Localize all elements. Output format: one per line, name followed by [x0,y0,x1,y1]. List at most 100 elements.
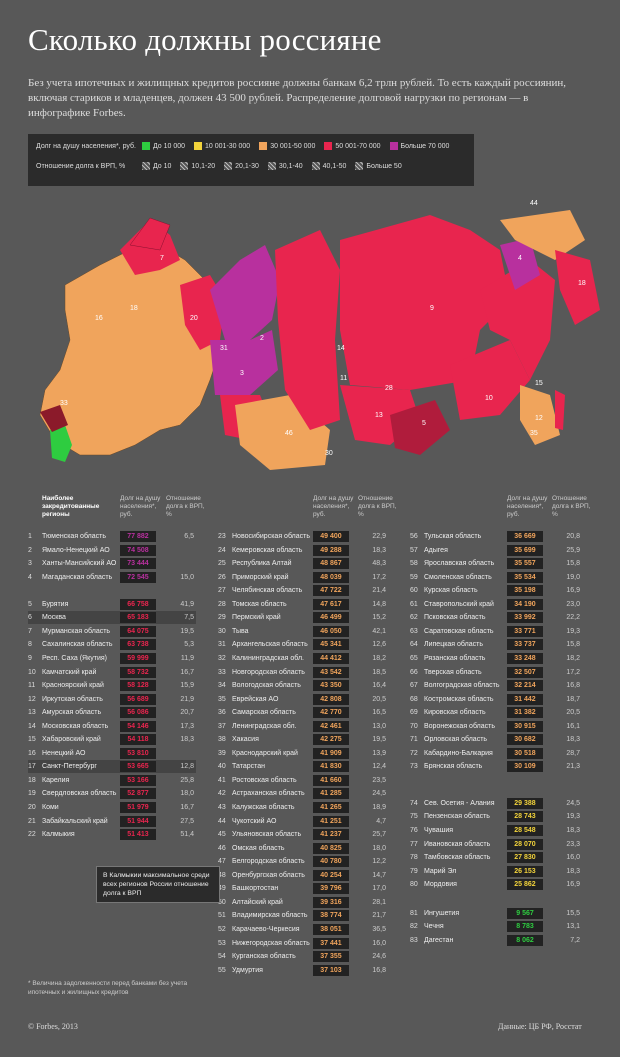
debt-value: 64 075 [120,625,156,637]
header-ratio-3: Отношение долга к ВРП, % [552,495,591,518]
ratio-value: 11,9 [180,654,194,662]
debt-value: 9 567 [507,907,543,919]
table-row: 31 Архангельская область 45 341 12,6 [218,638,388,651]
debt-value: 41 237 [313,829,349,841]
row-number: 82 [410,923,418,931]
map-region-number: 7 [160,255,164,262]
map-buryatia [390,400,450,455]
row-number: 36 [218,709,226,717]
region-name: Саратовская область [424,627,494,635]
row-number: 83 [410,936,418,944]
ratio-value: 25,8 [180,776,194,784]
debt-value: 31 382 [507,707,543,719]
row-number: 21 [28,817,36,825]
ratio-value: 18,0 [372,844,386,852]
table-row: 39 Краснодарский край 41 909 13,9 [218,747,388,760]
region-name: Курская область [424,587,478,595]
row-number: 13 [28,709,36,717]
table-row: 19 Свердловская область 52 877 18,0 [28,787,196,800]
row-number: 4 [28,573,32,581]
table-row: 78 Тамбовская область 27 830 16,0 [410,851,582,864]
region-name: Башкортостан [232,885,279,893]
region-name: Краснодарский край [232,749,298,757]
ratio-value: 5,3 [184,641,194,649]
region-name: Кировская область [424,709,486,717]
row-number: 72 [410,749,418,757]
row-number: 66 [410,668,418,676]
ratio-value: 21,4 [372,587,386,595]
ratio-value: 4,7 [376,817,386,825]
debt-value: 58 732 [120,666,156,678]
region-name: Рязанская область [424,654,486,662]
debt-value: 30 109 [507,761,543,773]
table-row: 44 Чукотский АО 41 251 4,7 [218,815,388,828]
row-number: 8 [28,641,32,649]
legend-label: 10,1-20 [191,162,216,170]
ratio-value: 21,7 [372,912,386,920]
table-row: 77 Ивановская область 28 070 23,3 [410,838,582,851]
row-number: 35 [218,695,226,703]
table-row: 15 Хабаровский край 54 118 18,3 [28,733,196,746]
region-name: Кемеровская область [232,546,303,554]
region-name: Пензенская область [424,813,490,821]
map-region-number: 3 [240,370,244,377]
debt-value: 8 783 [507,921,543,933]
header-regions: Наиболее закредитованные регионы [42,495,100,518]
region-name: Москва [42,614,66,622]
legend-ratio-item: 10,1-20 [180,162,215,170]
region-name: Бурятия [42,600,69,608]
ratio-value: 18,3 [566,867,580,875]
row-number: 65 [410,654,418,662]
debt-value: 77 882 [120,531,156,542]
ratio-value: 17,2 [372,573,386,581]
legend-label: Больше 70 000 [400,142,450,150]
legend-swatch [194,142,203,150]
row-number: 56 [410,533,418,540]
region-name: Камчатский край [42,668,97,676]
map-sakhalin [555,390,565,430]
map-region-number: 11 [340,375,347,382]
table-row: 27 Челябинская область 47 722 21,4 [218,584,388,597]
debt-value: 38 774 [313,910,349,922]
legend-hatch-swatch [355,162,364,170]
debt-value: 59 999 [120,652,156,664]
ratio-value: 18,7 [566,695,580,703]
debt-value: 73 444 [120,558,156,570]
region-name: Нижегородская область [232,939,310,947]
ratio-value: 23,3 [566,840,580,848]
copyright: © Forbes, 2013 [28,1022,78,1031]
ratio-value: 19,5 [180,627,194,635]
debt-value: 58 128 [120,680,156,692]
table-row: 73 Брянская область 30 109 21,3 [410,760,582,773]
legend-label: 50 001-70 000 [335,142,381,150]
debt-value: 56 689 [120,693,156,705]
row-number: 79 [410,867,418,875]
region-name: Чувашия [424,827,454,835]
debt-value: 65 183 [120,612,156,624]
region-name: Карелия [42,776,70,784]
legend-hatch-swatch [311,162,320,170]
debt-value: 48 039 [313,571,349,583]
table-row: 41 Ростовская область 41 660 23,5 [218,774,388,787]
region-name: Ростовская область [232,776,297,784]
row-number: 70 [410,722,418,730]
region-name: Иркутская область [42,695,103,703]
map-region-number: 12 [535,415,543,422]
row-number: 43 [218,804,226,811]
header-ratio-1: Отношение долга к ВРП, % [166,495,205,518]
debt-value: 33 737 [507,639,543,651]
row-number: 12 [28,695,36,703]
row-number: 60 [410,587,418,595]
table-row: 26 Приморский край 48 039 17,2 [218,571,388,584]
legend-label: 40,1-50 [322,162,347,170]
region-name: Томская область [232,600,287,608]
table-row: 71 Орловская область 30 682 18,3 [410,733,582,746]
debt-value: 35 198 [507,585,543,597]
debt-value: 28 070 [507,838,543,850]
debt-value: 74 508 [120,544,156,556]
table-row: 25 Республика Алтай 48 867 48,3 [218,557,388,570]
legend-label: Больше 50 [366,162,402,170]
debt-value: 72 545 [120,571,156,583]
legend-swatch [324,142,333,150]
table-row: 2 Ямало-Ненецкий АО 74 508 [28,544,196,557]
